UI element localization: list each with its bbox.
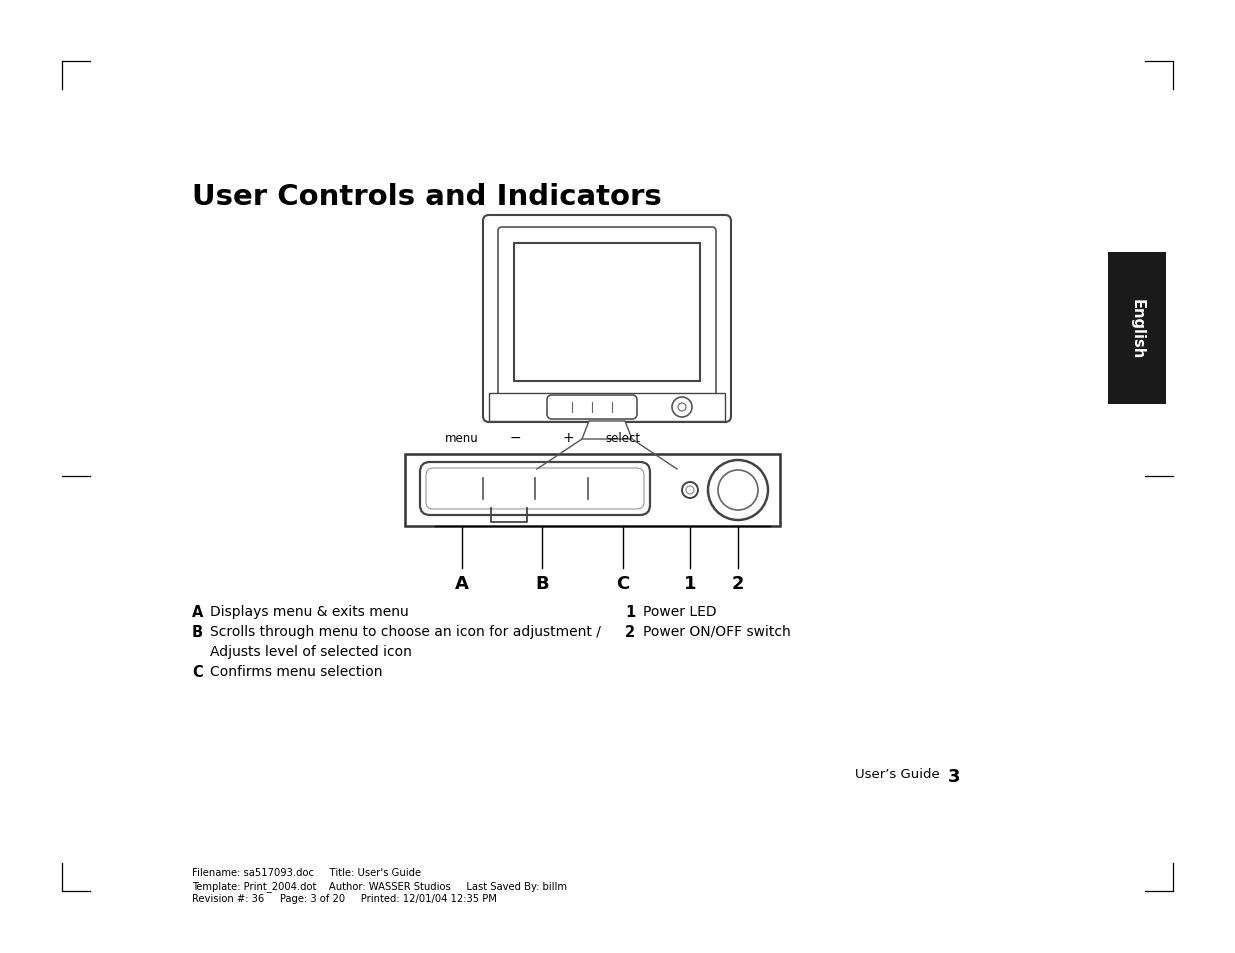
Circle shape [708,460,768,520]
Circle shape [682,482,698,498]
Circle shape [678,403,685,412]
Bar [514,244,700,381]
Text: Filename: sa517093.doc     Title: User's Guide: Filename: sa517093.doc Title: User's Gui… [191,867,421,877]
Text: C: C [191,664,203,679]
Text: Scrolls through menu to choose an icon for adjustment /: Scrolls through menu to choose an icon f… [210,624,601,639]
Text: 3: 3 [948,767,961,785]
Circle shape [672,397,692,417]
Text: Template: Print_2004.dot    Author: WASSER Studios     Last Saved By: billm: Template: Print_2004.dot Author: WASSER … [191,880,567,891]
Ellipse shape [535,460,679,478]
Text: 1: 1 [684,575,697,593]
Text: Confirms menu selection: Confirms menu selection [210,664,383,679]
Text: A: A [454,575,469,593]
Text: User’s Guide: User’s Guide [856,767,940,781]
Text: A: A [191,604,204,619]
Text: +: + [562,431,574,444]
Circle shape [718,471,758,511]
Polygon shape [582,421,632,439]
Text: B: B [535,575,548,593]
Text: 1: 1 [625,604,635,619]
FancyBboxPatch shape [426,469,643,510]
Text: Revision #: 36     Page: 3 of 20     Printed: 12/01/04 12:35 PM: Revision #: 36 Page: 3 of 20 Printed: 12… [191,893,496,903]
Text: User Controls and Indicators: User Controls and Indicators [191,183,662,211]
Bar [405,455,781,526]
FancyBboxPatch shape [420,462,650,516]
Text: −: − [509,431,521,444]
Text: English: English [1130,298,1145,358]
Bar [1108,253,1166,405]
Text: 2: 2 [732,575,745,593]
Text: Adjusts level of selected icon: Adjusts level of selected icon [210,644,412,659]
FancyBboxPatch shape [498,228,716,397]
Text: Displays menu & exits menu: Displays menu & exits menu [210,604,409,618]
Text: B: B [191,624,203,639]
FancyBboxPatch shape [483,215,731,422]
Text: C: C [616,575,630,593]
Circle shape [685,486,694,495]
Bar [489,394,725,421]
Text: Power LED: Power LED [643,604,716,618]
Text: 2: 2 [625,624,635,639]
Text: select: select [605,432,641,444]
FancyBboxPatch shape [547,395,637,419]
Text: menu: menu [445,432,479,444]
Text: Power ON/OFF switch: Power ON/OFF switch [643,624,790,639]
Ellipse shape [552,463,662,476]
